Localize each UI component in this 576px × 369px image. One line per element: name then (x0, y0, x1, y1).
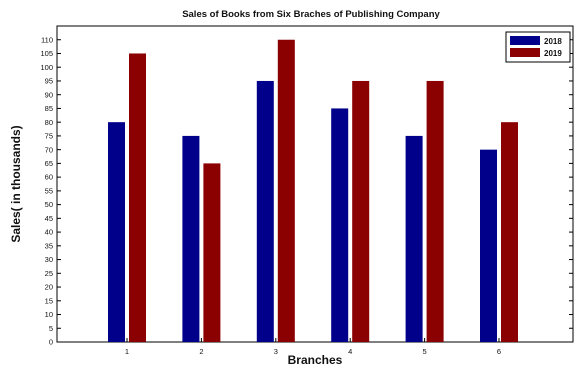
bar-2019-branch-2 (203, 163, 221, 342)
y-tick-label: 80 (45, 118, 53, 127)
x-tick-label: 6 (497, 347, 501, 356)
x-tick-label: 5 (423, 347, 427, 356)
legend-swatch-2018 (510, 36, 540, 45)
bar-2018-branch-3 (256, 80, 274, 343)
y-tick-label: 25 (45, 269, 53, 278)
y-tick-label: 20 (45, 283, 53, 292)
bar-2018-branch-1 (108, 122, 125, 342)
y-tick-label: 100 (40, 63, 53, 72)
x-tick-label: 1 (125, 347, 129, 356)
y-tick-label: 70 (45, 145, 53, 154)
bar-2019-branch-1 (129, 53, 146, 342)
y-tick-label: 40 (45, 228, 53, 237)
y-tick-label: 60 (45, 173, 53, 182)
y-tick-label: 90 (45, 90, 53, 99)
plot-frame (56, 25, 574, 343)
x-tick-label: 2 (199, 347, 203, 356)
y-tick-label: 0 (49, 338, 53, 347)
y-tick-label: 110 (41, 35, 53, 44)
bar-2018-branch-6 (480, 149, 497, 342)
y-tick-label: 45 (45, 214, 53, 223)
legend-swatch-2019 (510, 48, 540, 57)
bars-group (108, 39, 518, 343)
legend-label-2018: 2018 (544, 37, 562, 46)
y-tick-label: 55 (45, 186, 53, 195)
bar-2018-branch-4 (331, 108, 349, 342)
legend-label-2019: 2019 (544, 49, 562, 58)
y-tick-label: 15 (45, 296, 53, 305)
y-tick-label: 65 (45, 159, 53, 168)
y-axis-label: Sales( in thousands) (9, 125, 23, 242)
chart-title: Sales of Books from Six Braches of Publi… (182, 9, 440, 20)
bar-2018-branch-5 (405, 135, 423, 342)
bar-2019-branch-6 (501, 122, 518, 342)
bar-2019-branch-3 (277, 39, 295, 342)
y-tick-label: 50 (45, 200, 53, 209)
y-tick-label: 5 (49, 324, 53, 333)
y-tick-label: 95 (45, 77, 53, 86)
legend: 2018 2019 (505, 31, 571, 63)
y-tick-label: 85 (45, 104, 53, 113)
y-tick-label: 105 (40, 49, 53, 58)
y-tick-label: 35 (45, 241, 53, 250)
bar-2019-branch-5 (426, 80, 444, 343)
x-axis-label: Branches (288, 353, 343, 367)
x-tick-label: 3 (274, 347, 278, 356)
x-tick-label: 4 (348, 347, 352, 356)
bar-2019-branch-4 (352, 80, 370, 343)
y-axis: 0 5 10 15 20 25 30 35 40 45 50 55 60 65 70 75 80 85 90 95 10… (40, 35, 573, 347)
y-tick-label: 10 (45, 310, 53, 319)
y-tick-label: 75 (45, 132, 53, 141)
x-axis: 1 2 3 4 5 6 (125, 338, 501, 356)
y-tick-label: 30 (45, 255, 53, 264)
bar-2018-branch-2 (182, 135, 200, 342)
